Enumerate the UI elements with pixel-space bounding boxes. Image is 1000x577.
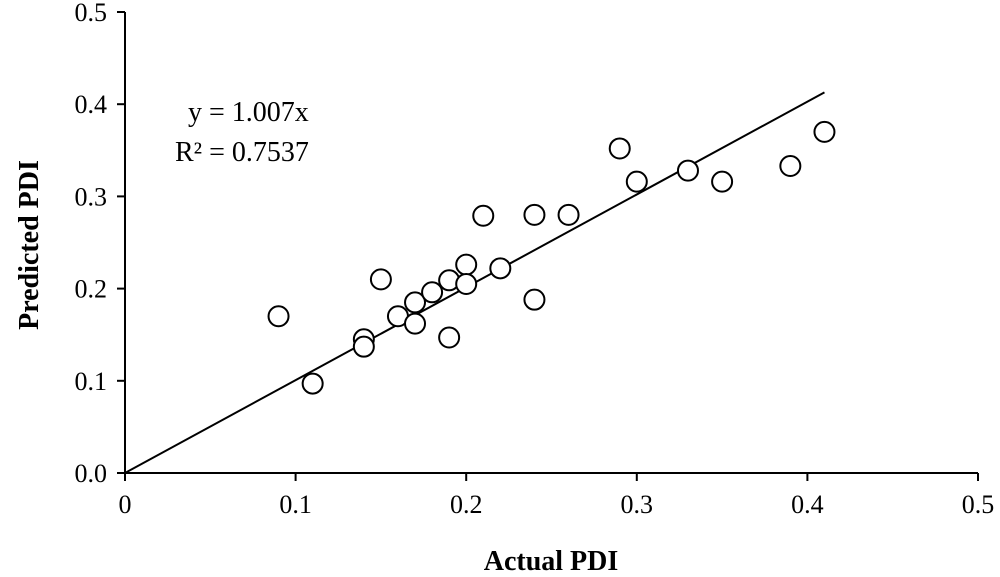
axes: 0 0.1 0.2 0.3 0.4 0.5 0.0 0.1 0.2 0.3 0.4 0.5 [75, 0, 995, 519]
trendline-equation: y = 1.007x [188, 97, 309, 128]
data-point [489, 257, 512, 280]
x-tick-label: 0.2 [450, 490, 483, 519]
x-tick-label: 0.3 [621, 490, 654, 519]
x-ticks: 0 0.1 0.2 0.3 0.4 0.5 [119, 473, 995, 519]
data-point [557, 203, 580, 226]
data-point [523, 288, 546, 311]
data-point [608, 137, 631, 160]
data-point [813, 120, 836, 143]
y-tick-label: 0.3 [75, 182, 108, 211]
x-tick-label: 0 [119, 490, 132, 519]
y-tick-label: 0.4 [75, 90, 108, 119]
data-point [472, 204, 495, 227]
data-point [625, 170, 648, 193]
data-point [404, 291, 427, 314]
data-point [352, 335, 375, 358]
x-tick-label: 0.5 [962, 490, 995, 519]
data-point [369, 268, 392, 291]
data-point [711, 170, 734, 193]
y-tick-label: 0.2 [75, 275, 108, 304]
data-point [438, 326, 461, 349]
data-point [455, 272, 478, 295]
x-axis-title: Actual PDI [484, 546, 619, 577]
data-point [779, 154, 802, 177]
y-tick-label: 0.1 [75, 367, 108, 396]
y-axis-title: Predicted PDI [14, 160, 45, 330]
data-point [523, 203, 546, 226]
data-point [267, 305, 290, 328]
data-point [676, 159, 699, 182]
data-point [301, 372, 324, 395]
y-ticks: 0.0 0.1 0.2 0.3 0.4 0.5 [75, 0, 125, 488]
x-tick-label: 0.1 [279, 490, 312, 519]
data-point [404, 312, 427, 335]
data-point [455, 253, 478, 276]
data-point [421, 281, 444, 304]
y-tick-label: 0.0 [75, 459, 108, 488]
trendline-r-squared: R² = 0.7537 [175, 137, 309, 168]
data-points [267, 120, 836, 395]
y-tick-label: 0.5 [75, 0, 108, 27]
x-tick-label: 0.4 [791, 490, 824, 519]
